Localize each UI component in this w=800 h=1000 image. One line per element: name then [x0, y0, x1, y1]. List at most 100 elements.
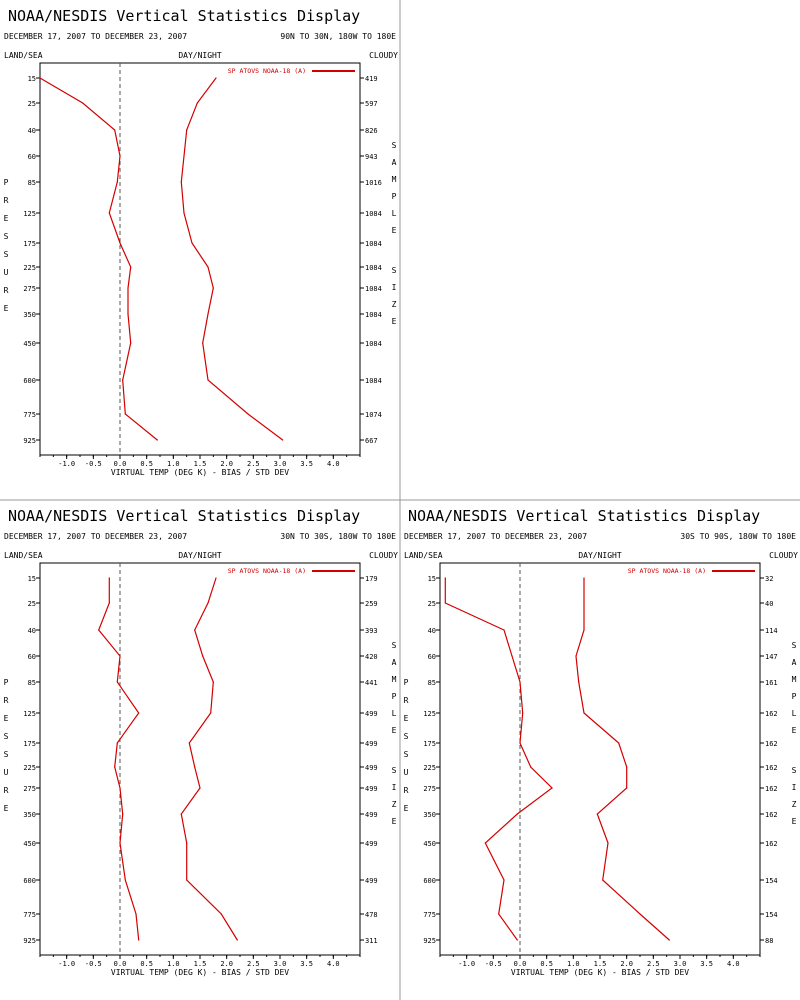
right-axis-title-letter: Z: [392, 800, 397, 809]
bias-point: [519, 742, 521, 744]
y-axis-title-letter: E: [404, 804, 409, 813]
pressure-level-label: 225: [23, 264, 36, 272]
pressure-level-label: 350: [423, 811, 436, 819]
std-dev-point: [583, 712, 585, 714]
x-tick-label: 1.0: [567, 960, 580, 968]
x-axis-label: VIRTUAL TEMP (DEG K) - BIAS / STD DEV: [511, 968, 689, 977]
std-dev-point: [180, 181, 182, 183]
right-axis-title-letter: A: [792, 658, 797, 667]
bias-point: [119, 787, 121, 789]
right-axis-title-letter: L: [792, 709, 797, 718]
bias-point: [127, 313, 129, 315]
region-label: 30N TO 30S, 180W TO 180E: [280, 532, 396, 541]
pressure-level-label: 775: [23, 911, 36, 919]
std-dev-point: [626, 787, 628, 789]
std-dev-point: [626, 766, 628, 768]
plot-frame: [39, 562, 361, 956]
right-axis-title-letter: S: [792, 766, 797, 775]
sample-size-label: 441: [365, 679, 378, 687]
x-tick-label: 0.0: [514, 960, 527, 968]
x-tick-label: -1.0: [58, 460, 75, 468]
x-tick-label: 2.0: [620, 960, 633, 968]
right-axis-title-letter: I: [392, 783, 397, 792]
sample-size-label: 499: [365, 740, 378, 748]
right-axis-title-letter: Z: [792, 800, 797, 809]
right-axis-title-letter: E: [792, 726, 797, 735]
cloudy-label: CLOUDY: [369, 551, 398, 560]
right-axis-title-letter: S: [392, 141, 397, 150]
bias-point: [108, 212, 110, 214]
sample-size-label: 162: [765, 710, 778, 718]
std-dev-point: [236, 939, 238, 941]
bias-point: [119, 242, 121, 244]
sample-size-label: 259: [365, 600, 378, 608]
pressure-level-label: 125: [23, 210, 36, 218]
std-dev-series-line: [180, 77, 284, 441]
day-night-label: DAY/NIGHT: [178, 551, 222, 560]
bias-point: [127, 287, 129, 289]
bias-point: [530, 766, 532, 768]
sample-size-label: 499: [365, 877, 378, 885]
y-axis-title-letter: S: [404, 750, 409, 759]
std-dev-point: [207, 266, 209, 268]
legend-label: SP ATOVS NOAA-18 (A): [228, 67, 306, 75]
x-tick-label: 2.5: [247, 460, 260, 468]
land-sea-label: LAND/SEA: [4, 51, 43, 60]
sample-size-label: 499: [365, 811, 378, 819]
std-dev-point: [207, 313, 209, 315]
right-axis-title-letter: E: [392, 317, 397, 326]
x-tick-label: 4.0: [727, 960, 740, 968]
std-dev-point: [583, 629, 585, 631]
std-dev-point: [668, 939, 670, 941]
y-axis-title-letter: R: [4, 786, 9, 795]
x-tick-label: 1.5: [594, 960, 607, 968]
bias-point: [511, 655, 513, 657]
y-axis-title-letter: E: [4, 304, 9, 313]
x-tick-label: -0.5: [85, 960, 102, 968]
right-axis-title-letter: A: [392, 158, 397, 167]
std-dev-point: [194, 766, 196, 768]
right-axis-title-letter: S: [792, 641, 797, 650]
x-tick-label: 4.0: [327, 460, 340, 468]
right-axis-title-letter: L: [392, 709, 397, 718]
std-dev-series-line: [180, 577, 238, 941]
pressure-level-label: 85: [28, 179, 36, 187]
bias-point: [114, 766, 116, 768]
x-tick-label: 2.5: [247, 960, 260, 968]
bias-point: [484, 842, 486, 844]
bias-point: [135, 913, 137, 915]
std-dev-point: [212, 681, 214, 683]
cloudy-label: CLOUDY: [369, 51, 398, 60]
pressure-level-label: 775: [423, 911, 436, 919]
bias-point: [138, 939, 140, 941]
pressure-level-label: 60: [28, 153, 36, 161]
std-dev-point: [602, 879, 604, 881]
sample-size-label: 162: [765, 811, 778, 819]
sample-size-label: 114: [765, 627, 778, 635]
pressure-level-label: 450: [23, 840, 36, 848]
bias-point: [503, 629, 505, 631]
y-axis-title-letter: E: [4, 214, 9, 223]
bias-point: [122, 813, 124, 815]
sample-size-label: 1084: [365, 264, 382, 272]
std-dev-point: [210, 712, 212, 714]
x-tick-label: 1.0: [167, 960, 180, 968]
bias-point: [98, 629, 100, 631]
right-axis-title-letter: M: [792, 675, 797, 684]
sample-size-label: 88: [765, 937, 773, 945]
y-axis-title-letter: P: [404, 678, 409, 687]
sample-size-label: 499: [365, 710, 378, 718]
pressure-level-label: 175: [423, 740, 436, 748]
pressure-level-label: 600: [423, 877, 436, 885]
sample-size-label: 1084: [365, 340, 382, 348]
y-axis-title-letter: R: [4, 696, 9, 705]
bias-point: [119, 155, 121, 157]
std-dev-point: [202, 655, 204, 657]
x-tick-label: 0.5: [140, 960, 153, 968]
std-dev-series-line: [575, 578, 670, 941]
sample-size-label: 1084: [365, 311, 382, 319]
pressure-level-label: 40: [28, 627, 36, 635]
pressure-level-label: 60: [428, 653, 436, 661]
x-tick-label: -0.5: [485, 960, 502, 968]
bias-point: [444, 602, 446, 604]
